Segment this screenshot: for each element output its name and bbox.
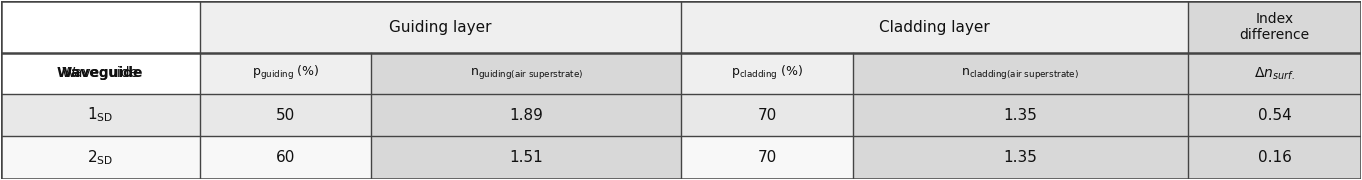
Text: 1.35: 1.35	[1004, 150, 1038, 165]
Bar	[1188, 136, 1361, 179]
Bar	[372, 53, 681, 94]
Bar	[1, 1, 200, 53]
Text: 0.54: 0.54	[1257, 107, 1291, 123]
Bar	[681, 94, 853, 136]
Text: n$_{\mathregular{guiding(air\ superstrate)}}$: n$_{\mathregular{guiding(air\ superstrat…	[470, 66, 583, 81]
Text: 1.51: 1.51	[509, 150, 543, 165]
Bar	[853, 136, 1188, 179]
Bar	[681, 1, 1188, 53]
Bar	[1188, 1, 1361, 53]
Bar	[1188, 94, 1361, 136]
Text: 70: 70	[757, 150, 776, 165]
Bar	[1, 94, 200, 136]
Text: 60: 60	[276, 150, 296, 165]
Bar	[200, 1, 681, 53]
Bar	[1, 136, 200, 179]
Text: 2$_{\mathregular{SD}}$: 2$_{\mathregular{SD}}$	[87, 148, 113, 167]
Text: n$_{\mathregular{cladding(air\ superstrate)}}$: n$_{\mathregular{cladding(air\ superstra…	[962, 66, 1080, 81]
Text: p$_{\mathregular{cladding}}$ (%): p$_{\mathregular{cladding}}$ (%)	[731, 64, 804, 82]
Text: Cladding layer: Cladding layer	[878, 20, 990, 35]
Text: p$_{\mathregular{guiding}}$ (%): p$_{\mathregular{guiding}}$ (%)	[252, 64, 319, 82]
Text: Index
difference: Index difference	[1239, 12, 1310, 42]
Bar	[681, 136, 853, 179]
Text: 1$_{\mathregular{SD}}$: 1$_{\mathregular{SD}}$	[87, 106, 113, 124]
Bar	[200, 94, 372, 136]
Bar	[853, 53, 1188, 94]
Text: Guiding layer: Guiding layer	[390, 20, 492, 35]
Bar	[681, 53, 853, 94]
Bar	[200, 136, 372, 179]
Text: $\Delta$n$_{\mathregular{surf.}}$: $\Delta$n$_{\mathregular{surf.}}$	[1254, 65, 1295, 82]
Text: 1.89: 1.89	[509, 107, 543, 123]
Bar	[200, 53, 372, 94]
Text: Waveguide: Waveguide	[57, 66, 143, 80]
Bar	[1, 53, 200, 94]
Bar	[1188, 53, 1361, 94]
Text: Waveguide: Waveguide	[61, 66, 139, 80]
Text: 70: 70	[757, 107, 776, 123]
Text: 1.35: 1.35	[1004, 107, 1038, 123]
Bar	[372, 94, 681, 136]
Text: 0.16: 0.16	[1257, 150, 1291, 165]
Bar	[372, 136, 681, 179]
Text: 50: 50	[276, 107, 296, 123]
Bar	[853, 94, 1188, 136]
